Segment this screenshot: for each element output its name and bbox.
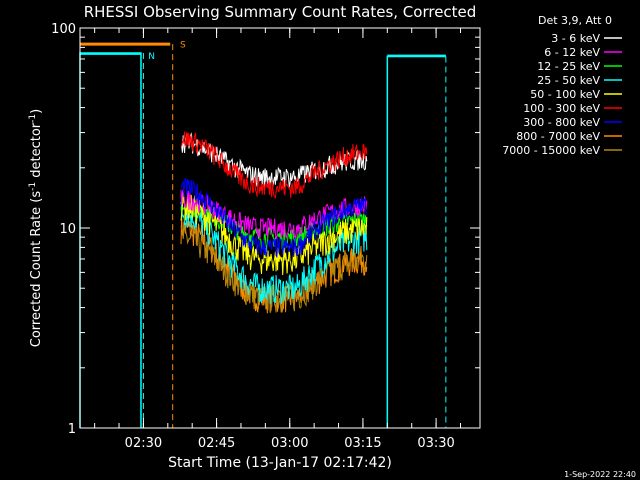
y-tick-label: 10 <box>59 222 76 237</box>
legend-label: 800 - 7000 keV <box>516 130 600 143</box>
series-line-1 <box>180 132 368 188</box>
legend-label: 7000 - 15000 keV <box>502 144 600 157</box>
night-flag-bar <box>386 55 446 428</box>
plot-area: NS <box>79 40 447 428</box>
legend-label: 3 - 6 keV <box>551 32 600 45</box>
legend-label: 50 - 100 keV <box>530 88 600 101</box>
series-line-4 <box>180 201 368 305</box>
series-line-5 <box>180 191 368 276</box>
axes: 1 10 100 02:30 02:45 03:00 03:15 03:30 <box>51 22 480 451</box>
x-tick-label: 02:30 <box>125 436 162 451</box>
y-tick-label: 1 <box>68 422 76 437</box>
x-tick-label: 02:45 <box>198 436 235 451</box>
legend-label: 25 - 50 keV <box>537 74 600 87</box>
legend-label: 100 - 300 keV <box>523 102 600 115</box>
timestamp: 1-Sep-2022 22:40 <box>564 470 636 479</box>
legend-label: 300 - 800 keV <box>523 116 600 129</box>
series-line-6 <box>180 131 368 199</box>
series-line-7 <box>180 177 368 259</box>
x-tick-label: 03:00 <box>271 436 308 451</box>
chart-title: RHESSI Observing Summary Count Rates, Co… <box>84 3 477 21</box>
x-tick-label: 03:15 <box>344 436 381 451</box>
legend-header: Det 3,9, Att 0 <box>538 14 612 27</box>
x-axis-label: Start Time (13-Jan-17 02:17:42) <box>168 455 392 471</box>
legend-label: 12 - 25 keV <box>537 60 600 73</box>
x-tick-label: 03:30 <box>417 436 454 451</box>
saa-flag-label: S <box>180 40 186 50</box>
night-flag-label: N <box>148 52 155 62</box>
y-axis-label: Corrected Count Rate (s-1 detector-1) <box>28 109 44 347</box>
legend-label: 6 - 12 keV <box>544 46 600 59</box>
y-tick-label: 100 <box>51 22 76 37</box>
